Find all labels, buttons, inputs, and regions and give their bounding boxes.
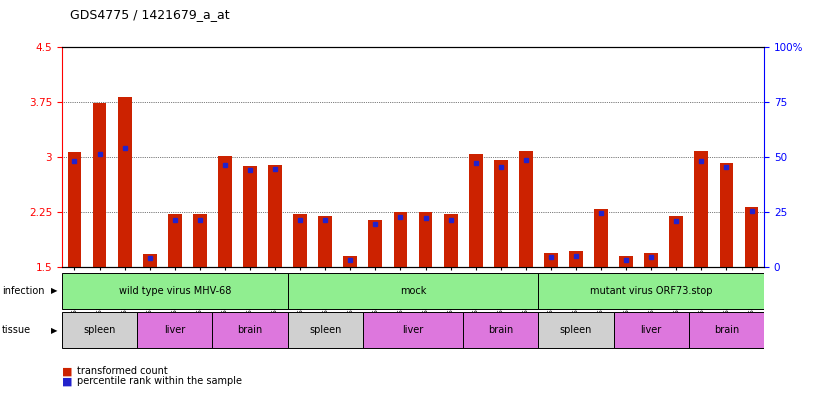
Bar (569, 251, 583, 267)
Text: spleen: spleen (83, 325, 116, 335)
Text: wild type virus MHV-68: wild type virus MHV-68 (119, 286, 231, 296)
Text: brain: brain (237, 325, 263, 335)
Bar (614, 312, 689, 348)
Text: liver: liver (641, 325, 662, 335)
Bar (669, 216, 683, 267)
Bar (494, 160, 508, 267)
Bar (594, 209, 608, 267)
Bar (719, 163, 733, 267)
Bar (62, 273, 287, 309)
Bar (463, 312, 539, 348)
Bar (293, 215, 307, 267)
Bar (218, 156, 232, 267)
Text: tissue: tissue (2, 325, 31, 335)
Text: ■: ■ (62, 366, 73, 376)
Bar (287, 273, 539, 309)
Text: ▶: ▶ (51, 286, 58, 295)
Text: brain: brain (714, 325, 739, 335)
Bar (287, 312, 363, 348)
Bar (695, 151, 708, 267)
Bar (469, 154, 482, 267)
Bar (318, 216, 332, 267)
Bar (689, 312, 764, 348)
Bar (137, 312, 212, 348)
Bar (620, 256, 633, 267)
Bar (212, 312, 287, 348)
Text: infection: infection (2, 286, 44, 296)
Bar (143, 254, 157, 267)
Text: percentile rank within the sample: percentile rank within the sample (77, 376, 242, 386)
Bar (193, 215, 206, 267)
Bar (444, 215, 458, 267)
Bar (519, 151, 533, 267)
Bar (544, 253, 558, 267)
Text: mock: mock (400, 286, 426, 296)
Bar (539, 273, 764, 309)
Bar (344, 256, 357, 267)
Text: GDS4775 / 1421679_a_at: GDS4775 / 1421679_a_at (70, 8, 230, 21)
Bar (363, 312, 463, 348)
Bar (168, 215, 182, 267)
Bar (268, 165, 282, 267)
Text: spleen: spleen (560, 325, 592, 335)
Bar (62, 312, 137, 348)
Bar (644, 253, 658, 267)
Text: liver: liver (164, 325, 185, 335)
Text: liver: liver (402, 325, 424, 335)
Bar (243, 166, 257, 267)
Text: transformed count: transformed count (77, 366, 168, 376)
Bar (368, 220, 382, 267)
Text: brain: brain (488, 325, 514, 335)
Text: spleen: spleen (309, 325, 341, 335)
Text: ■: ■ (62, 376, 73, 386)
Bar (68, 152, 82, 267)
Bar (393, 212, 407, 267)
Bar (93, 103, 107, 267)
Text: mutant virus ORF73.stop: mutant virus ORF73.stop (590, 286, 713, 296)
Bar (118, 97, 131, 267)
Text: ▶: ▶ (51, 326, 58, 334)
Bar (419, 212, 433, 267)
Bar (539, 312, 614, 348)
Bar (744, 207, 758, 267)
